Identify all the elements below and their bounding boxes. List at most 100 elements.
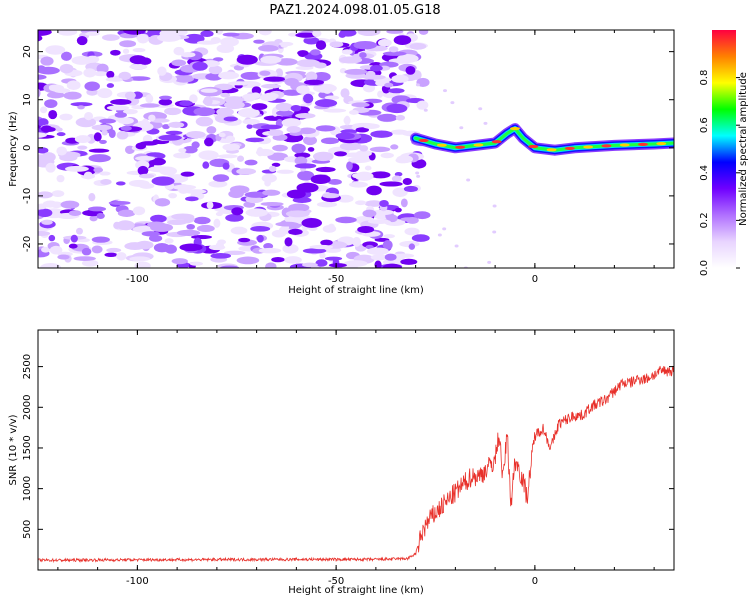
spectrogram-cell <box>38 88 41 98</box>
spectrogram-cell <box>115 181 126 186</box>
spectrogram-cell <box>415 83 420 87</box>
spectrogram-cell <box>198 150 219 160</box>
spectrogram-cell <box>303 93 314 104</box>
spectrogram-cell <box>129 64 148 70</box>
spectrogram-cell <box>158 134 182 141</box>
spectrogram-cell <box>406 216 419 224</box>
spectrogram-cell <box>119 40 137 48</box>
spectrogram-cell <box>391 74 409 83</box>
spectrogram-cell <box>260 124 282 130</box>
spectrogram-cell <box>357 30 381 37</box>
spectrogram-cell <box>294 156 308 165</box>
spectrogram-cell <box>168 192 178 199</box>
spectrogram-cell <box>173 74 195 83</box>
spectrogram-cell <box>73 256 96 261</box>
spectrogram-cell <box>137 33 149 44</box>
spectrogram-cell <box>359 52 367 59</box>
spectrogram-cell <box>164 238 174 244</box>
spectrogram-cell <box>256 146 264 157</box>
spectrogram-cell <box>114 112 127 118</box>
signal-peak <box>564 146 575 150</box>
spectrogram-cell <box>147 221 166 228</box>
spectrogram-cell <box>244 191 268 198</box>
spectrogram-cell <box>259 93 278 102</box>
spectrogram-cell <box>366 185 382 196</box>
spectrogram-cell <box>134 261 151 268</box>
spectrogram-cell <box>68 210 82 217</box>
spectrogram-cell <box>291 143 306 154</box>
spectrogram-cell <box>312 151 334 162</box>
spectrogram-cell <box>224 96 245 104</box>
spectrogram-frame <box>37 29 675 269</box>
spectrogram-cell <box>362 209 377 218</box>
spectrogram-cell <box>38 34 43 42</box>
spectrogram-cell <box>393 35 412 45</box>
spectrogram-cell <box>63 91 82 100</box>
spectrogram-cell <box>51 190 65 198</box>
spectrogram-cell <box>251 103 268 111</box>
spectrogram-cell <box>415 74 420 78</box>
spectrogram-cell <box>275 68 284 78</box>
spectrogram-cell <box>414 46 419 50</box>
spectrogram-cell <box>220 37 239 47</box>
spectrogram-cell <box>302 248 327 254</box>
colorbar-tick-label: 0.2 <box>699 212 710 228</box>
spectrogram-cell <box>135 240 154 250</box>
spectrogram-cell <box>377 113 398 122</box>
spectrogram-cell <box>204 137 214 147</box>
spectrogram-cell <box>275 102 293 112</box>
spectrogram-cell <box>263 243 274 250</box>
signal-peak <box>436 143 447 147</box>
spectrogram-cell <box>59 63 74 74</box>
colorbar-tick-label: 0.6 <box>699 117 710 133</box>
signal-peak <box>619 143 630 147</box>
spectrogram-cell <box>366 247 389 255</box>
spectrogram-cell <box>208 180 228 188</box>
spectrogram-cell <box>122 30 147 35</box>
spectrogram-cell <box>340 88 350 99</box>
spectrogram-cell <box>492 204 497 208</box>
spectrogram-cell <box>310 174 331 184</box>
spectrogram-cell <box>379 200 389 208</box>
spectrogram-cell <box>151 176 175 186</box>
spectrogram-cell <box>77 105 85 110</box>
spectrogram-cell <box>386 30 404 34</box>
spectrogram-cell <box>315 259 328 267</box>
spectrogram-cell <box>329 41 344 48</box>
spectrogram-cell <box>137 165 149 176</box>
spectrogram-cell <box>379 181 403 187</box>
spectrogram-cell <box>179 100 193 107</box>
spectrogram-cell <box>38 66 60 75</box>
spectrogram-cell <box>245 208 269 217</box>
spectrogram-cell <box>81 259 99 267</box>
y-tick-label: -20 <box>22 236 33 252</box>
spectrogram-cell <box>244 159 258 166</box>
spectrogram-cell <box>106 105 130 111</box>
spectrogram-cell <box>148 114 156 122</box>
spectrogram-cell <box>271 257 285 263</box>
spectrogram-cell <box>394 172 403 177</box>
spectrogram-cell <box>66 80 81 91</box>
spectrogram-cell <box>344 260 368 267</box>
spectrogram-cell <box>320 239 333 246</box>
spectrogram-cell <box>56 146 68 156</box>
spectrogram-cell <box>403 185 418 193</box>
spectrogram-cell <box>138 173 155 179</box>
spectrogram-cell <box>162 124 170 130</box>
spectrogram-cell <box>44 99 58 108</box>
spectrogram-cell <box>57 30 78 36</box>
spectrogram-cell <box>402 177 413 185</box>
colorbar-label: Normalized spectral amplitude <box>738 72 749 226</box>
spectrogram-cell <box>180 171 195 177</box>
spectrogram-cell <box>49 245 63 255</box>
spectrogram-cell <box>38 121 39 126</box>
spectrogram-cell <box>99 118 116 124</box>
spectrogram-cell <box>259 70 271 76</box>
spectrogram-cell <box>370 65 383 72</box>
spectrogram-cell <box>260 55 282 64</box>
spectrogram-cell <box>369 146 391 153</box>
spectrogram-cell <box>344 68 368 75</box>
spectrogram-cell <box>40 56 54 66</box>
